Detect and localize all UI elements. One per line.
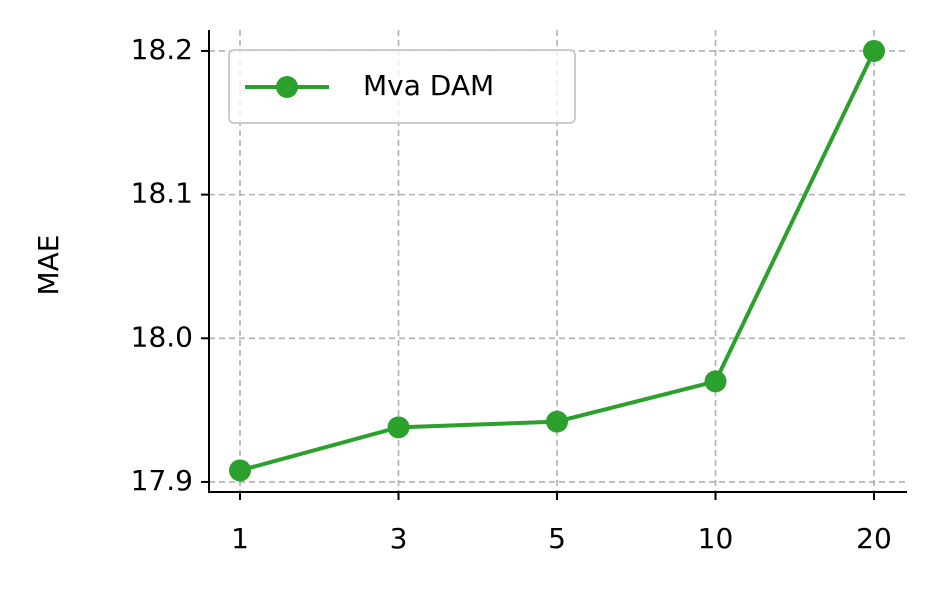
- legend-marker: [276, 76, 298, 98]
- y-axis-label: MAE: [32, 234, 65, 295]
- x-tick-label: 20: [856, 522, 892, 555]
- point: [229, 459, 251, 482]
- y-tick-label: 18.1: [131, 177, 193, 210]
- x-tick-label: 5: [548, 522, 566, 555]
- point: [863, 39, 885, 62]
- x-tick-label: 3: [390, 522, 408, 555]
- point: [546, 410, 568, 433]
- y-tick-label: 17.9: [131, 464, 193, 497]
- legend-box: [228, 49, 576, 124]
- point: [387, 416, 410, 439]
- point: [704, 370, 727, 393]
- y-tick-label: 18.2: [131, 33, 193, 66]
- y-tick-label: 18.0: [131, 320, 193, 353]
- legend-label: Mva DAM: [363, 69, 494, 102]
- x-tick-label: 10: [698, 522, 734, 555]
- x-tick-label: 1: [231, 522, 249, 555]
